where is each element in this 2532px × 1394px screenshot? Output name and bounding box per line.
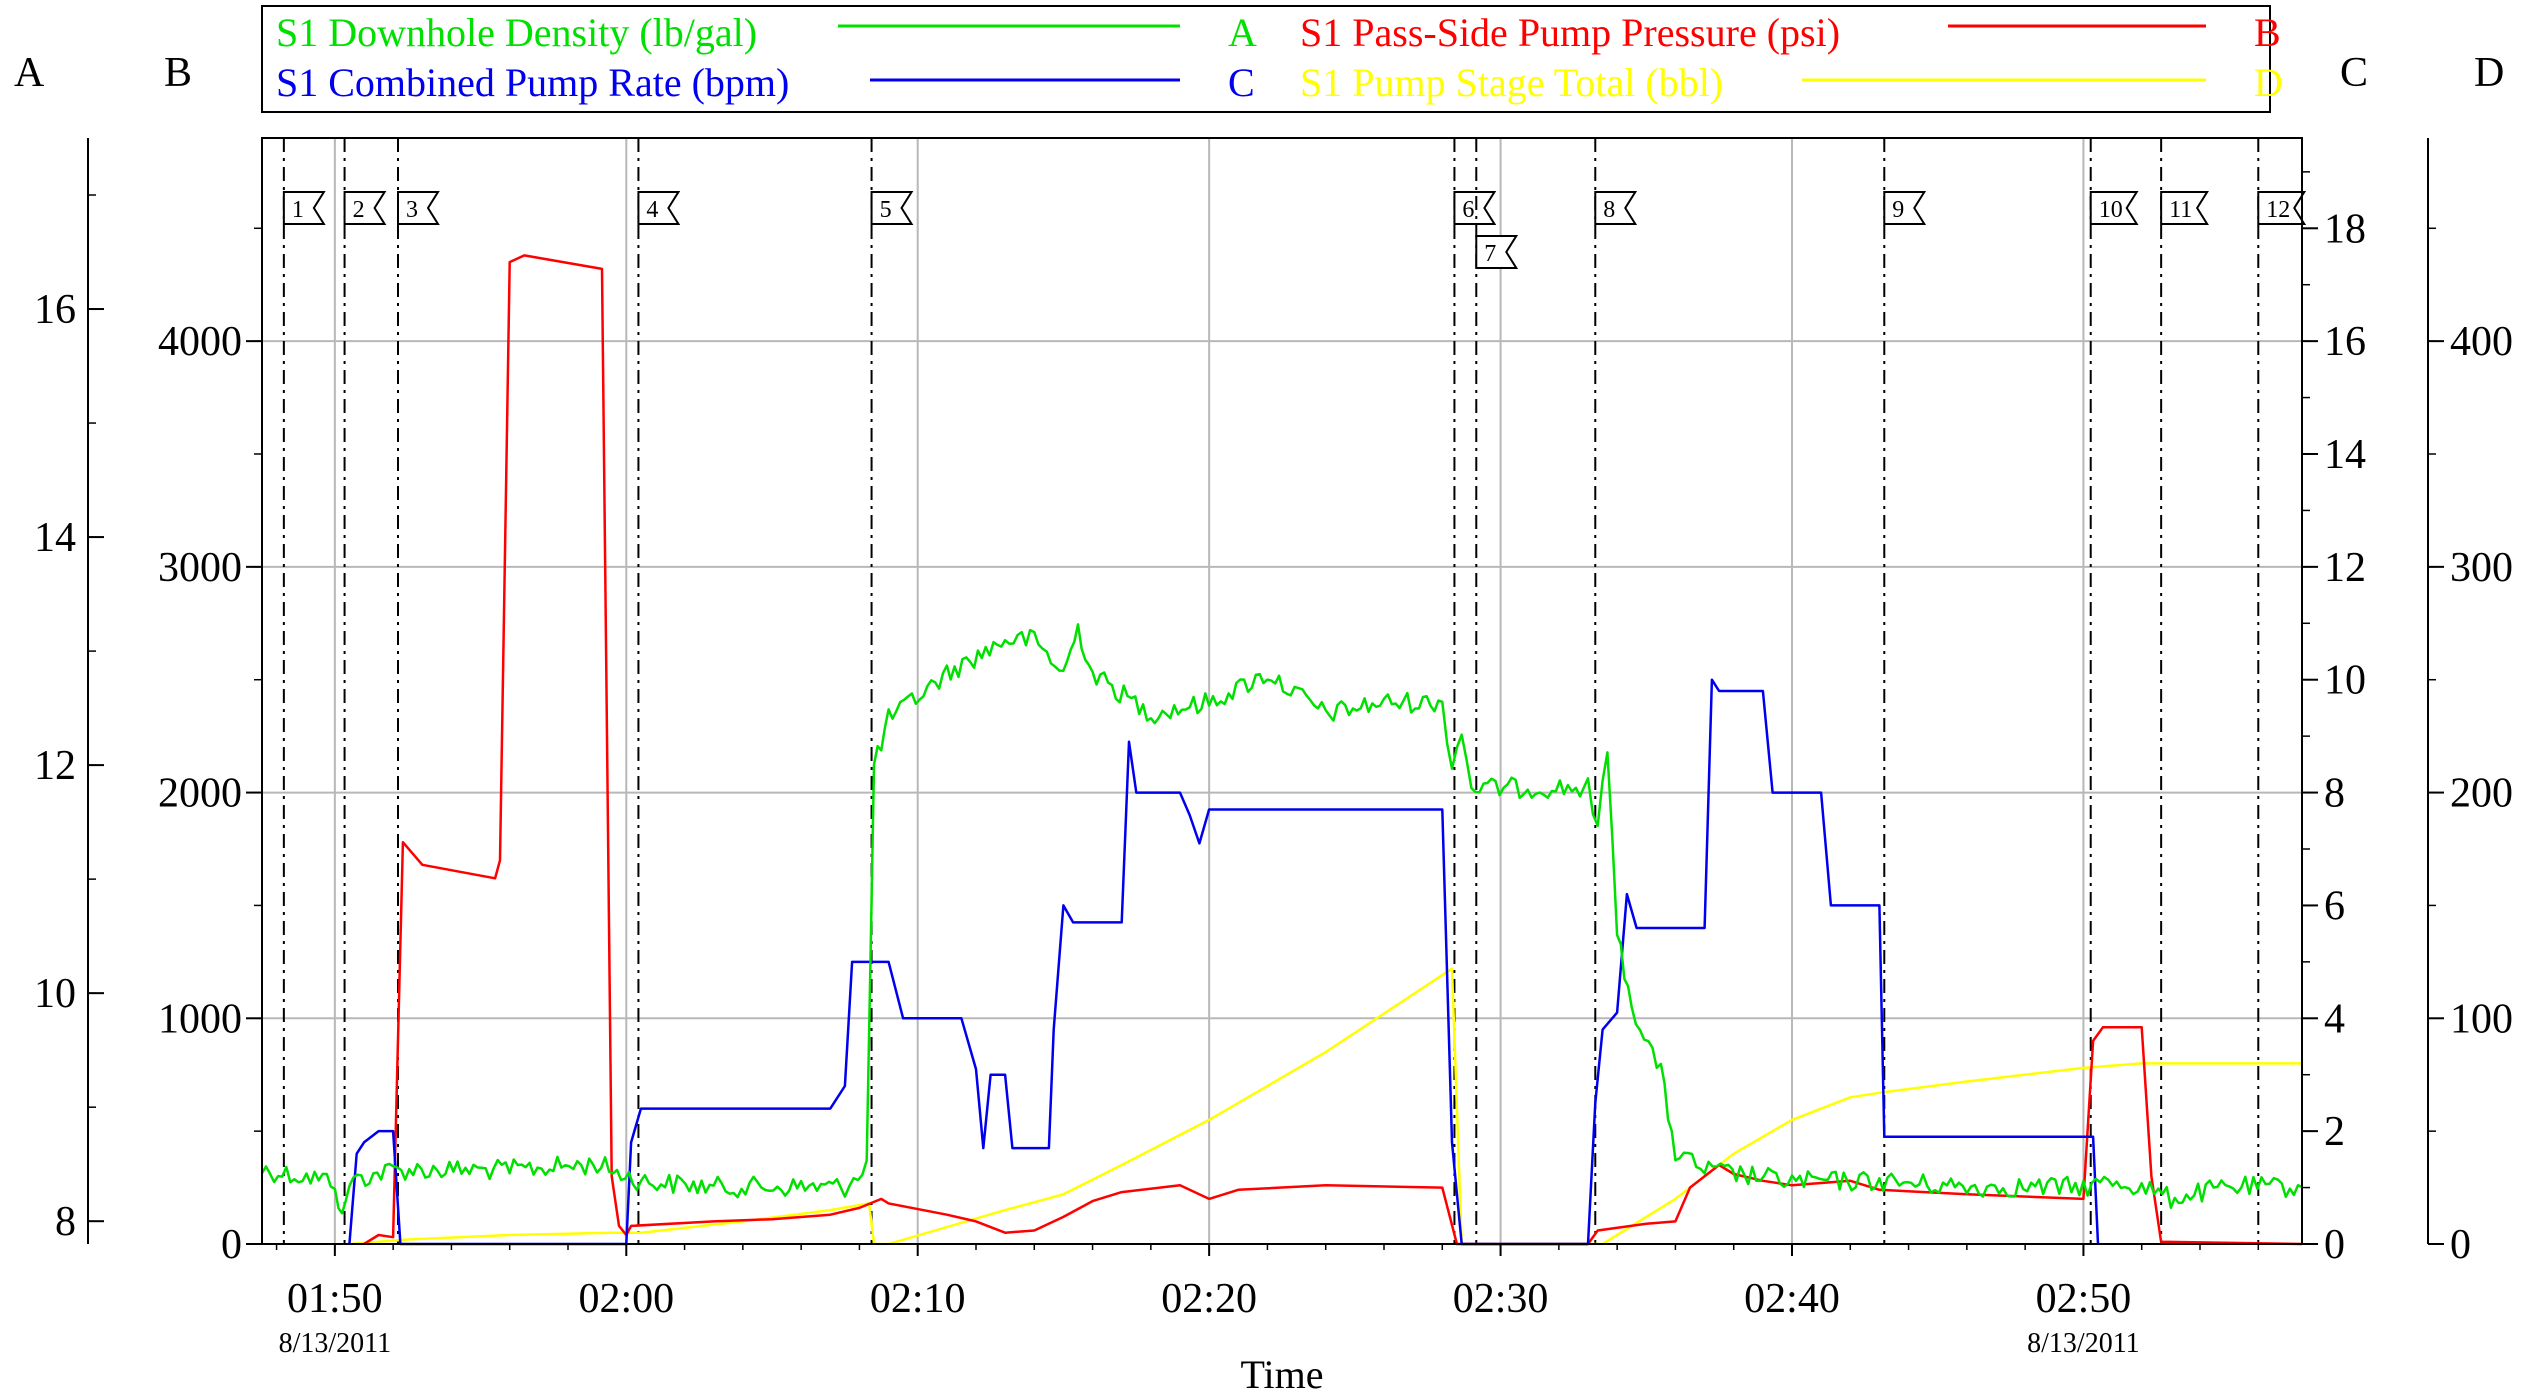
series-line-pressure [363,254,2303,1246]
series-line-density [260,623,2303,1215]
axis-d-header: D [2474,50,2504,96]
x-tick-date: 8/13/2011 [279,1328,392,1359]
legend-label-stage-total: S1 Pump Stage Total (bbl) [1300,60,1723,105]
axis-c-tick-label: 18 [2324,206,2366,252]
x-tick-label: 02:30 [1453,1276,1549,1322]
x-tick-label: 02:00 [578,1276,674,1322]
axis-d-tick-label: 0 [2450,1222,2471,1268]
stage-marker-label: 12 [2266,197,2290,223]
stage-marker-label: 10 [2099,197,2123,223]
axis-d-tick-label: 100 [2450,996,2513,1042]
stage-marker-label: 5 [880,197,892,223]
axis-c-tick-label: 12 [2324,545,2366,591]
series-group [260,254,2303,1246]
stage-marker-label: 4 [646,197,658,223]
stage-marker-label: 6 [1462,197,1474,223]
legend-axis-letter-rate: C [1228,60,1255,105]
axis-a-tick-label: 16 [34,287,76,333]
axis-d-tick-label: 400 [2450,319,2513,365]
axis-b-tick-label: 4000 [158,319,242,365]
stage-marker-label: 9 [1892,197,1904,223]
stage-marker-flag [1475,235,1519,269]
axis-c-tick-label: 2 [2324,1109,2345,1155]
x-axis: 01:50 8/13/2011 02:00 02:10 02:20 02:30 02:40 0… [275,1244,2260,1359]
stage-marker-label: 7 [1484,241,1496,267]
legend-box [261,5,2271,113]
stage-marker-flag [282,191,326,225]
axis-a-tick-label: 8 [55,1199,76,1245]
x-tick-label: 01:50 [287,1276,383,1322]
stage-marker-label: 11 [2169,197,2192,223]
legend: S1 Downhole Density (lb/gal) A S1 Pass-S… [261,5,2283,113]
axis-c-tick-label: 8 [2324,771,2345,817]
x-tick-date: 8/13/2011 [2027,1328,2140,1359]
x-tick-label: 02:10 [870,1276,966,1322]
stage-marker-flag [1883,191,1927,225]
stage-marker-label: 8 [1603,197,1615,223]
series-line-stage-total [349,967,2302,1246]
stage-marker-flag [870,191,914,225]
axes: 8101214160100020003000400002468101214161… [34,138,2513,1268]
legend-axis-letter-pressure: B [2254,10,2281,55]
legend-axis-letter-density: A [1228,10,1257,55]
axis-d-tick-label: 300 [2450,545,2513,591]
axis-b-tick-label: 0 [221,1222,242,1268]
axis-a-tick-label: 10 [34,971,76,1017]
axis-c-tick-label: 10 [2324,658,2366,704]
axis-c-header: C [2340,50,2368,96]
stage-marker-flag [1594,191,1638,225]
stage-marker-flag [2257,191,2307,225]
legend-label-density: S1 Downhole Density (lb/gal) [276,10,757,55]
axis-b-tick-label: 1000 [158,996,242,1042]
plot-frame [261,137,2303,1245]
axis-c-tick-label: 14 [2324,432,2366,478]
axis-b-header: B [164,50,192,96]
stage-marker-flag [343,191,387,225]
stage-marker-flag [397,191,440,225]
axis-c-tick-label: 6 [2324,883,2345,929]
legend-axis-letter-stage-total: D [2254,60,2283,105]
legend-label-pressure: S1 Pass-Side Pump Pressure (psi) [1300,10,1840,55]
x-tick-label: 02:40 [1744,1276,1840,1322]
stage-marker-flag [2089,191,2139,225]
axis-b-tick-label: 2000 [158,771,242,817]
legend-label-rate: S1 Combined Pump Rate (bpm) [276,60,789,105]
stage-marker-label: 3 [406,197,418,223]
axis-a-tick-label: 12 [34,743,76,789]
grid [262,138,2302,1245]
x-axis-title: Time [1240,1352,1323,1394]
axis-c-tick-label: 16 [2324,319,2366,365]
axis-c-tick-label: 0 [2324,1222,2345,1268]
x-tick-label: 02:50 [2036,1276,2132,1322]
axis-d-tick-label: 200 [2450,771,2513,817]
stage-marker-label: 1 [292,197,304,223]
axis-a-tick-label: 14 [34,515,76,561]
stage-marker-flag [2160,191,2209,225]
stage-marker-label: 2 [353,197,365,223]
axis-c-tick-label: 4 [2324,996,2345,1042]
stage-marker-flag [637,191,681,225]
stage-markers: 1 2 3 4 5 678 9 10 11 12 [282,138,2307,1244]
series-line-rate [348,678,2100,1246]
axis-a-header: A [14,50,45,96]
x-tick-label: 02:20 [1161,1276,1257,1322]
axis-b-tick-label: 3000 [158,545,242,591]
stage-marker-flag [1453,191,1497,225]
